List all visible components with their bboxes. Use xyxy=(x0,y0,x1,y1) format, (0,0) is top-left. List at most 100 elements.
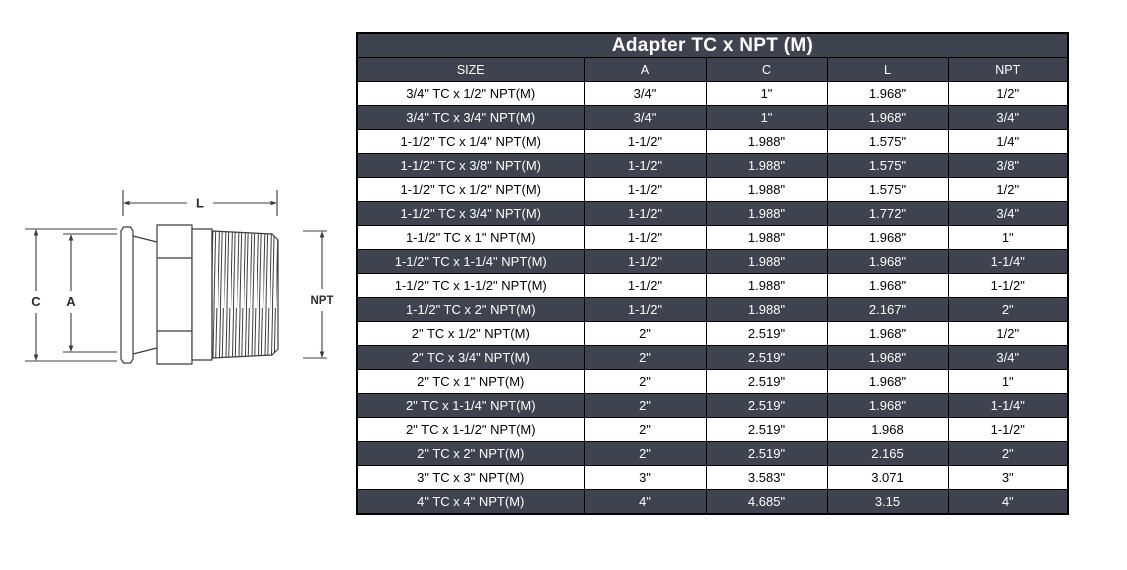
table-row: 2" TC x 3/4" NPT(M) 2" 2.519" 1.968" 3/4… xyxy=(356,345,1069,370)
table-row: 1-1/2" TC x 1" NPT(M) 1-1/2" 1.988" 1.96… xyxy=(356,225,1069,250)
table-title-row: Adapter TC x NPT (M) xyxy=(356,32,1069,58)
cell-c: 1.988" xyxy=(705,249,828,274)
cell-a: 2" xyxy=(583,393,707,418)
table-row: 1-1/2" TC x 3/4" NPT(M) 1-1/2" 1.988" 1.… xyxy=(356,201,1069,226)
cell-l: 2.167" xyxy=(826,297,949,322)
cell-npt: 1/2" xyxy=(947,321,1069,346)
cell-npt: 2" xyxy=(947,297,1069,322)
table-row: 3" TC x 3" NPT(M) 3" 3.583" 3.071 3" xyxy=(356,465,1069,490)
cell-l: 1.968" xyxy=(826,393,949,418)
col-header-c: C xyxy=(705,57,828,82)
table-row: 2" TC x 1-1/2" NPT(M) 2" 2.519" 1.968 1-… xyxy=(356,417,1069,442)
table-title: Adapter TC x NPT (M) xyxy=(356,32,1069,58)
col-header-size: SIZE xyxy=(356,57,585,82)
table-row: 1-1/2" TC x 1/4" NPT(M) 1-1/2" 1.988" 1.… xyxy=(356,129,1069,154)
table-row: 1-1/2" TC x 3/8" NPT(M) 1-1/2" 1.988" 1.… xyxy=(356,153,1069,178)
cell-size: 2" TC x 1" NPT(M) xyxy=(356,369,585,394)
cell-l: 1.968" xyxy=(826,273,949,298)
table-row: 2" TC x 1/2" NPT(M) 2" 2.519" 1.968" 1/2… xyxy=(356,321,1069,346)
cell-l: 1.968" xyxy=(826,225,949,250)
fitting-diagram: C A L NPT xyxy=(25,190,334,365)
cell-a: 3/4" xyxy=(583,81,707,106)
cell-c: 1" xyxy=(705,105,828,130)
cell-l: 1.968" xyxy=(826,345,949,370)
dim-label-a: A xyxy=(66,294,76,309)
cell-npt: 1/2" xyxy=(947,177,1069,202)
cell-npt: 1-1/2" xyxy=(947,273,1069,298)
cell-c: 2.519" xyxy=(705,441,828,466)
cell-npt: 4" xyxy=(947,489,1069,515)
cell-npt: 3/4" xyxy=(947,201,1069,226)
dim-label-npt: NPT xyxy=(311,295,334,307)
cell-l: 1.772" xyxy=(826,201,949,226)
cell-npt: 1/4" xyxy=(947,129,1069,154)
cell-npt: 1-1/2" xyxy=(947,417,1069,442)
cell-c: 1.988" xyxy=(705,177,828,202)
table-row: 2" TC x 1" NPT(M) 2" 2.519" 1.968" 1" xyxy=(356,369,1069,394)
cell-a: 1-1/2" xyxy=(583,225,707,250)
cell-l: 1.968" xyxy=(826,369,949,394)
cell-npt: 1" xyxy=(947,369,1069,394)
cell-a: 1-1/2" xyxy=(583,153,707,178)
cell-npt: 3" xyxy=(947,465,1069,490)
npt-threads xyxy=(211,230,279,359)
cell-a: 2" xyxy=(583,321,707,346)
fitting-hub xyxy=(156,224,193,365)
cell-a: 2" xyxy=(583,345,707,370)
table-header-row: SIZE A C L NPT xyxy=(356,57,1069,82)
cell-size: 1-1/2" TC x 1/2" NPT(M) xyxy=(356,177,585,202)
cell-size: 4" TC x 4" NPT(M) xyxy=(356,489,585,515)
cell-size: 1-1/2" TC x 3/4" NPT(M) xyxy=(356,201,585,226)
cell-size: 1-1/2" TC x 1" NPT(M) xyxy=(356,225,585,250)
cell-size: 2" TC x 1-1/2" NPT(M) xyxy=(356,417,585,442)
cell-npt: 1" xyxy=(947,225,1069,250)
table-row: 3/4" TC x 1/2" NPT(M) 3/4" 1" 1.968" 1/2… xyxy=(356,81,1069,106)
col-header-npt: NPT xyxy=(947,57,1069,82)
table-body: 3/4" TC x 1/2" NPT(M) 3/4" 1" 1.968" 1/2… xyxy=(356,81,1069,515)
cell-npt: 3/4" xyxy=(947,105,1069,130)
cell-c: 2.519" xyxy=(705,393,828,418)
cell-a: 1-1/2" xyxy=(583,201,707,226)
table-row: 1-1/2" TC x 1-1/2" NPT(M) 1-1/2" 1.988" … xyxy=(356,273,1069,298)
fitting-outline xyxy=(120,224,279,365)
cell-l: 1.968 xyxy=(826,417,949,442)
spec-table: Adapter TC x NPT (M) SIZE A C L NPT 3/4"… xyxy=(356,32,1069,515)
cell-a: 2" xyxy=(583,369,707,394)
cell-l: 1.575" xyxy=(826,177,949,202)
cell-size: 3/4" TC x 3/4" NPT(M) xyxy=(356,105,585,130)
cell-c: 1.988" xyxy=(705,201,828,226)
cell-a: 4" xyxy=(583,489,707,515)
cell-npt: 1-1/4" xyxy=(947,393,1069,418)
cell-a: 3" xyxy=(583,465,707,490)
fitting-step xyxy=(191,228,213,361)
cell-npt: 3/8" xyxy=(947,153,1069,178)
cell-npt: 1/2" xyxy=(947,81,1069,106)
cell-c: 1" xyxy=(705,81,828,106)
cell-size: 3" TC x 3" NPT(M) xyxy=(356,465,585,490)
cell-c: 2.519" xyxy=(705,321,828,346)
cell-npt: 1-1/4" xyxy=(947,249,1069,274)
table-row: 4" TC x 4" NPT(M) 4" 4.685" 3.15 4" xyxy=(356,489,1069,515)
cell-size: 2" TC x 1/2" NPT(M) xyxy=(356,321,585,346)
cell-npt: 3/4" xyxy=(947,345,1069,370)
cell-c: 1.988" xyxy=(705,273,828,298)
cell-size: 2" TC x 2" NPT(M) xyxy=(356,441,585,466)
cell-size: 1-1/2" TC x 1/4" NPT(M) xyxy=(356,129,585,154)
cell-l: 3.15 xyxy=(826,489,949,515)
cell-a: 2" xyxy=(583,417,707,442)
table-row: 2" TC x 2" NPT(M) 2" 2.519" 2.165 2" xyxy=(356,441,1069,466)
cell-l: 1.968" xyxy=(826,81,949,106)
cell-size: 1-1/2" TC x 1-1/2" NPT(M) xyxy=(356,273,585,298)
cell-c: 2.519" xyxy=(705,369,828,394)
cell-c: 1.988" xyxy=(705,153,828,178)
cell-c: 1.988" xyxy=(705,225,828,250)
table-row: 1-1/2" TC x 1-1/4" NPT(M) 1-1/2" 1.988" … xyxy=(356,249,1069,274)
cell-size: 3/4" TC x 1/2" NPT(M) xyxy=(356,81,585,106)
cell-a: 1-1/2" xyxy=(583,273,707,298)
cell-l: 1.968" xyxy=(826,105,949,130)
cell-a: 1-1/2" xyxy=(583,177,707,202)
cell-l: 2.165 xyxy=(826,441,949,466)
cell-a: 2" xyxy=(583,441,707,466)
cell-size: 1-1/2" TC x 3/8" NPT(M) xyxy=(356,153,585,178)
